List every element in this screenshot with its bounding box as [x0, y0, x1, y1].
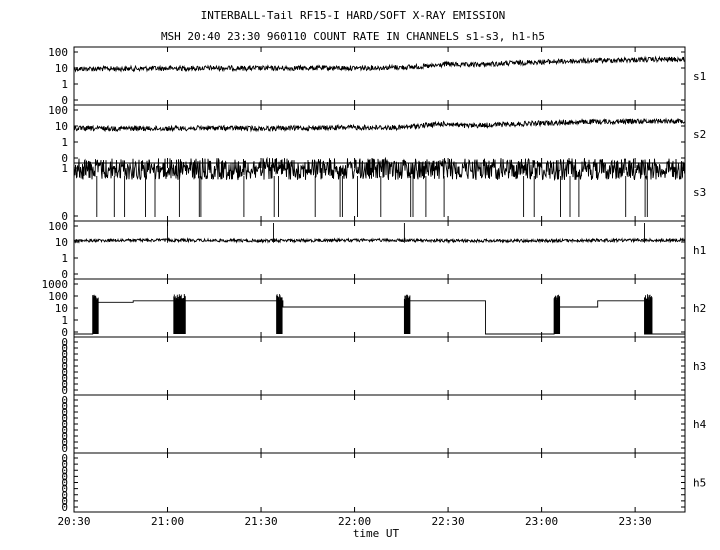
- chart-subtitle: MSH 20:40 23:30 960110 COUNT RATE IN CHA…: [161, 30, 545, 43]
- x-tick-label: 22:00: [338, 515, 371, 528]
- y-tick-label: 10: [55, 236, 68, 249]
- channel-label: h4: [693, 418, 707, 431]
- y-tick-label: 1: [61, 314, 68, 327]
- y-tick-label: 0: [61, 152, 68, 165]
- y-tick-label: 0: [61, 268, 68, 281]
- y-tick-label: 0: [61, 470, 68, 483]
- x-axis: 20:30 21:00 21:30 22:00 22:30 23:00 23:30: [57, 47, 652, 528]
- y-tick-label: 10: [55, 302, 68, 315]
- y-tick-label: 0: [61, 326, 68, 339]
- y-tick-label: 0: [61, 210, 68, 223]
- channel-label: h3: [693, 360, 706, 373]
- y-tick-label: 0: [61, 483, 68, 496]
- y-tick-label: 0: [61, 452, 68, 465]
- y-tick-label: 0: [61, 477, 68, 490]
- x-tick-label: 21:30: [244, 515, 277, 528]
- panel-frame: [73, 104, 686, 164]
- y-tick-label: 0: [61, 348, 68, 361]
- y-tick-label: 10: [55, 120, 68, 133]
- y-tick-label: 0: [61, 458, 68, 471]
- x-axis-label: time UT: [353, 527, 400, 540]
- channel-label: s3: [693, 186, 706, 199]
- y-tick-label: 0: [61, 406, 68, 419]
- panel-frame: [73, 452, 686, 513]
- y-tick-label: 0: [61, 489, 68, 502]
- x-tick-label: 23:30: [619, 515, 652, 528]
- y-tick-label: 0: [61, 412, 68, 425]
- series-s1: [73, 55, 686, 73]
- y-tick-label: 0: [61, 442, 68, 455]
- panel-frame: [73, 336, 686, 396]
- panel-s3: 1 0 s3: [61, 156, 706, 223]
- y-tick-label: 0: [61, 464, 68, 477]
- y-tick-label: 0: [61, 384, 68, 397]
- channel-label: h2: [693, 302, 706, 315]
- panels: 1001010s11001010s210s31001010h1100010010…: [42, 46, 707, 514]
- channel-label: s1: [693, 70, 706, 83]
- x-tick-label: 22:30: [432, 515, 465, 528]
- y-tick-label: 0: [61, 342, 68, 355]
- series-s2: [73, 117, 686, 133]
- y-tick-label: 0: [61, 372, 68, 385]
- y-tick-label: 0: [61, 418, 68, 431]
- y-tick-label: 0: [61, 495, 68, 508]
- y-tick-label: 100: [48, 104, 68, 117]
- panel-frame: [73, 278, 686, 338]
- y-tick-label: 0: [61, 360, 68, 373]
- channel-label: h5: [693, 477, 706, 490]
- series-s3: [73, 156, 686, 217]
- y-tick-label: 0: [61, 424, 68, 437]
- y-tick-label: 0: [61, 430, 68, 443]
- channel-label: h1: [693, 244, 706, 257]
- y-tick-label: 0: [61, 366, 68, 379]
- y-tick-label: 0: [61, 94, 68, 107]
- x-tick-label: 23:00: [525, 515, 558, 528]
- channel-label: s2: [693, 128, 706, 141]
- panel-frame: [73, 46, 686, 106]
- y-tick-label: 0: [61, 354, 68, 367]
- series-h2: [74, 294, 685, 335]
- y-tick-label: 1: [61, 78, 68, 91]
- y-tick-label: 0: [61, 378, 68, 391]
- series-h1: [73, 223, 686, 244]
- y-tick-label: 0: [61, 336, 68, 349]
- chart-title: INTERBALL-Tail RF15-I HARD/SOFT X-RAY EM…: [201, 9, 506, 22]
- y-tick-label: 10: [55, 62, 68, 75]
- y-tick-label: 0: [61, 400, 68, 413]
- y-tick-label: 1: [61, 252, 68, 265]
- y-tick-label: 100: [48, 46, 68, 59]
- y-tick-label: 0: [61, 394, 68, 407]
- y-tick-label: 1000: [42, 278, 69, 291]
- panel-frame: [73, 220, 686, 280]
- y-tick-label: 100: [48, 220, 68, 233]
- y-tick-label: 0: [61, 436, 68, 449]
- y-tick-label: 0: [61, 501, 68, 514]
- y-tick-label: 1: [61, 136, 68, 149]
- x-tick-label: 20:30: [57, 515, 90, 528]
- panel-frame: [73, 394, 686, 454]
- y-tick-label: 100: [48, 290, 68, 303]
- x-tick-label: 21:00: [151, 515, 184, 528]
- y-tick-label: 1: [61, 162, 68, 175]
